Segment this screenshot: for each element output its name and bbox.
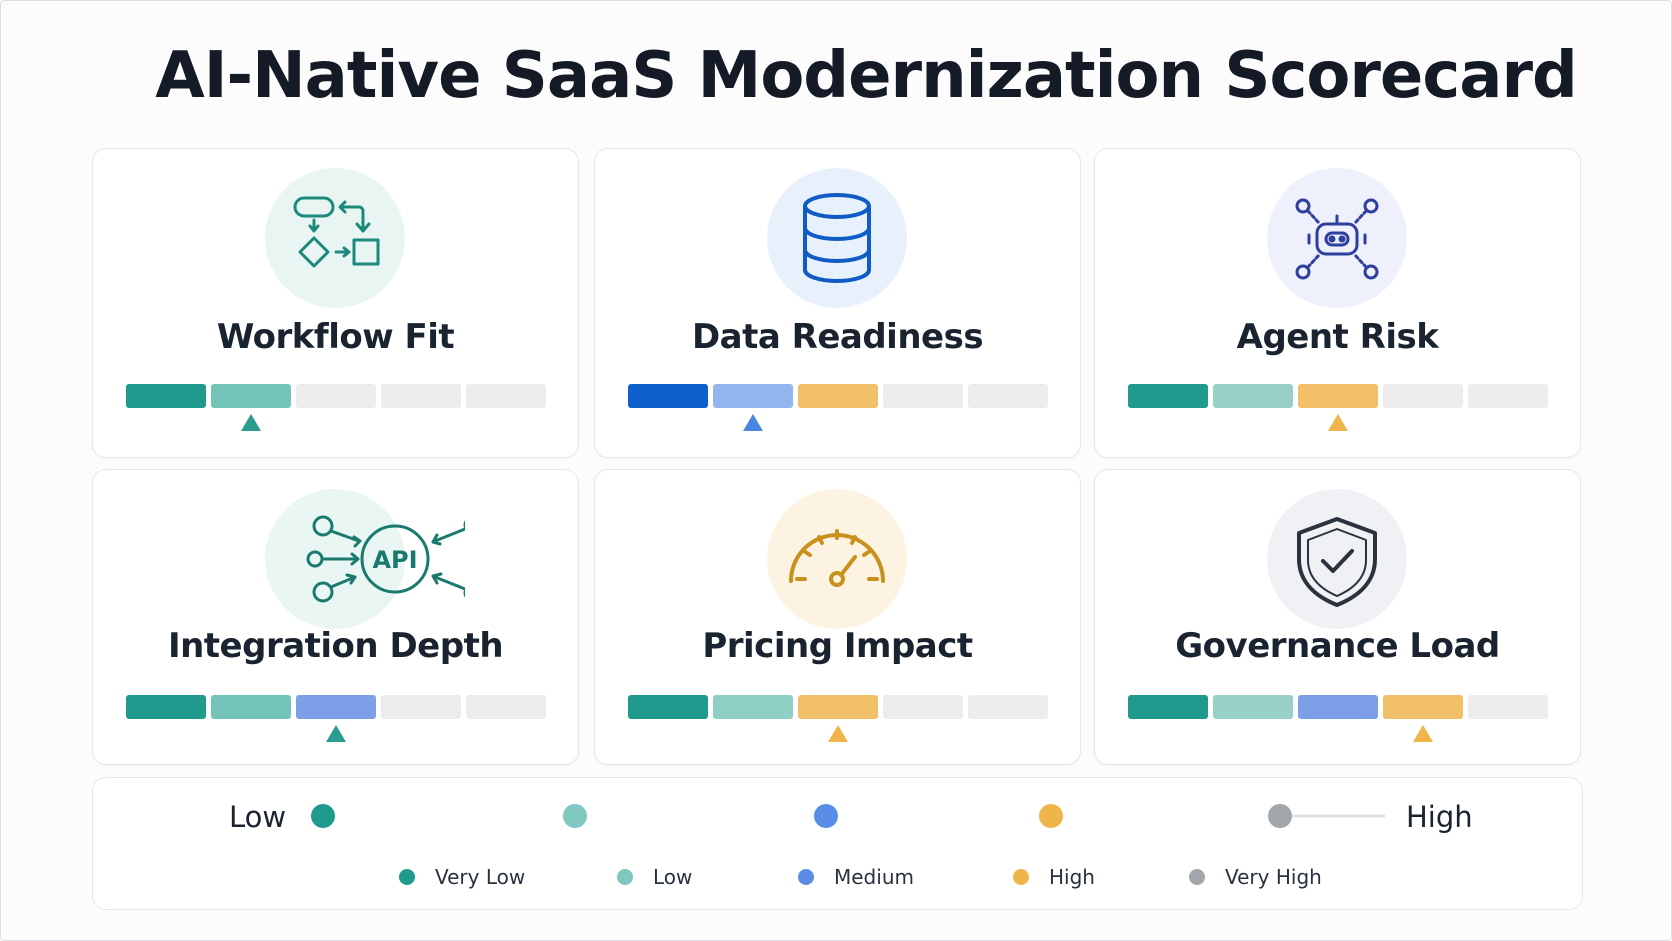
score-marker: [1413, 725, 1433, 742]
score-segment: [1298, 695, 1378, 719]
scale-dot: [1268, 804, 1292, 828]
score-segment: [1468, 695, 1548, 719]
card-title: Agent Risk: [1236, 317, 1439, 357]
score-segment: [466, 695, 546, 719]
score-segment: [1213, 384, 1293, 408]
score-bar: [1128, 695, 1548, 742]
legend-dot: [399, 869, 415, 885]
score-segment: [883, 384, 963, 408]
legend-dot: [1013, 869, 1029, 885]
score-bar: [628, 695, 1048, 742]
score-segment: [798, 384, 878, 408]
score-segment: [466, 384, 546, 408]
score-segment: [1383, 695, 1463, 719]
page-title: AI-Native SaaS Modernization Scorecard: [155, 39, 1578, 113]
score-marker: [241, 414, 261, 431]
card-title: Governance Load: [1175, 626, 1500, 666]
legend-label: Medium: [834, 865, 914, 889]
score-segment: [1298, 384, 1378, 408]
score-marker: [326, 725, 346, 742]
legend-dot: [617, 869, 633, 885]
scale-dot: [563, 804, 587, 828]
score-segment: [126, 695, 206, 719]
score-segment: [1213, 695, 1293, 719]
score-bar: [1128, 384, 1548, 431]
database-icon: [767, 168, 907, 308]
card-integration-depth: API Integration Depth: [92, 469, 579, 765]
legend-item: Medium: [798, 864, 914, 890]
score-segment: [1468, 384, 1548, 408]
shield-check-icon: [1267, 489, 1407, 629]
card-data-readiness: Data Readiness: [594, 148, 1081, 458]
score-segment: [126, 384, 206, 408]
score-segment: [381, 695, 461, 719]
legend-dot: [798, 869, 814, 885]
score-bar: [126, 695, 546, 742]
workflow-icon: [265, 168, 405, 308]
card-governance-load: Governance Load: [1094, 469, 1581, 765]
score-segment: [296, 695, 376, 719]
card-pricing-impact: Pricing Impact: [594, 469, 1081, 765]
scale-track: [333, 814, 1385, 818]
svg-text:API: API: [372, 546, 417, 574]
legend-label: Very High: [1225, 865, 1322, 889]
scale-dot: [814, 804, 838, 828]
api-icon: API: [265, 489, 465, 629]
gauge-icon: [767, 489, 907, 629]
score-segment: [713, 695, 793, 719]
score-marker: [1328, 414, 1348, 431]
card-workflow-fit: Workflow Fit: [92, 148, 579, 458]
scale-low-label: Low: [229, 800, 287, 834]
legend-item: Low: [617, 864, 692, 890]
score-segment: [968, 384, 1048, 408]
score-segment: [1383, 384, 1463, 408]
score-segment: [883, 695, 963, 719]
legend-label: Very Low: [435, 865, 526, 889]
score-segment: [381, 384, 461, 408]
score-segment: [968, 695, 1048, 719]
card-title: Workflow Fit: [216, 317, 455, 357]
card-title: Data Readiness: [691, 317, 984, 357]
score-bar: [126, 384, 546, 431]
legend-label: High: [1049, 865, 1095, 889]
scale-dot: [1039, 804, 1063, 828]
score-segment: [211, 695, 291, 719]
score-bar: [628, 384, 1048, 431]
legend-item: High: [1013, 864, 1095, 890]
score-segment: [296, 384, 376, 408]
score-segment: [628, 384, 708, 408]
score-marker: [743, 414, 763, 431]
scale-dot: [311, 804, 335, 828]
score-segment: [211, 384, 291, 408]
score-segment: [628, 695, 708, 719]
card-title: Pricing Impact: [702, 626, 973, 666]
card-title: Integration Depth: [167, 626, 504, 666]
legend-item: Very Low: [399, 864, 525, 890]
score-segment: [798, 695, 878, 719]
legend-item: Very High: [1189, 864, 1322, 890]
score-segment: [1128, 695, 1208, 719]
score-marker: [828, 725, 848, 742]
scale-high-label: High: [1406, 800, 1473, 834]
ai-agent-icon: [1267, 168, 1407, 308]
score-segment: [1128, 384, 1208, 408]
card-agent-risk: Agent Risk: [1094, 148, 1581, 458]
legend-dot: [1189, 869, 1205, 885]
legend-label: Low: [653, 865, 693, 889]
scale-legend: Low High Very Low Low Medium High Very High: [92, 777, 1583, 910]
score-segment: [713, 384, 793, 408]
